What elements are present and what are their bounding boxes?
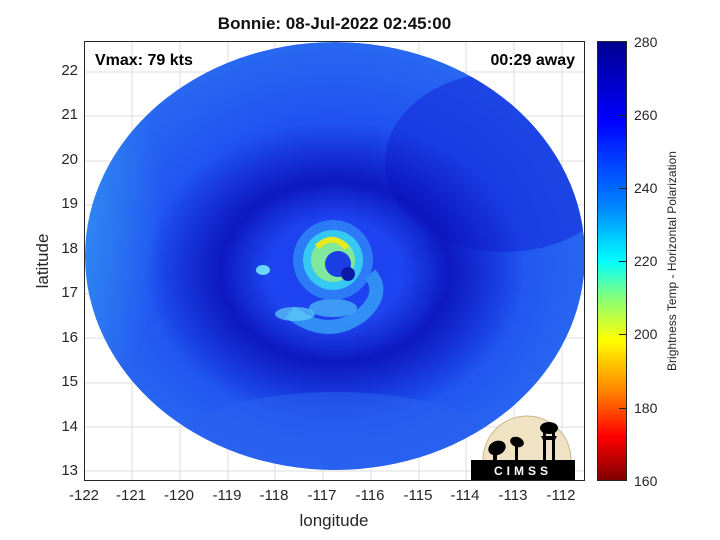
y-tick-label: 13	[61, 462, 78, 479]
colorbar-label: Brightness Temp - Horizontal Polarizatio…	[665, 151, 679, 371]
colorbar-tick-label: 160	[634, 473, 658, 489]
y-tick-label: 21	[61, 106, 78, 123]
colorbar-tick-mark	[619, 408, 627, 409]
time-away-label: 00:29 away	[490, 52, 575, 69]
colorbar-tick-mark	[619, 188, 627, 189]
colorbar-tick-label: 240	[634, 180, 658, 196]
colorbar-tick-mark	[619, 115, 627, 116]
cimss-logo-icon: CIMSS	[471, 415, 575, 505]
colorbar-tick-label: 180	[634, 400, 658, 416]
x-tick-label: -121	[115, 487, 147, 504]
x-axis-label: longitude	[299, 511, 369, 530]
y-tick-label: 17	[61, 284, 78, 301]
x-tick-label: -120	[163, 487, 195, 504]
colorbar-tick-label: 280	[634, 34, 658, 50]
x-tick-label: -116	[355, 487, 385, 504]
satellite-image-plot[interactable]	[84, 41, 585, 481]
y-tick-label: 16	[61, 329, 78, 346]
y-tick-label: 18	[61, 240, 78, 257]
x-tick-label: -115	[403, 487, 433, 504]
microwave-swath	[85, 42, 584, 470]
svg-text:CIMSS: CIMSS	[494, 464, 552, 478]
map-title: Bonnie: 08-Jul-2022 02:45:00	[217, 14, 452, 33]
y-tick-label: 14	[61, 418, 78, 435]
x-tick-label: -113	[498, 487, 528, 504]
colorbar-tick-mark	[619, 261, 627, 262]
brightness-temp-image	[85, 42, 584, 480]
colorbar-tick-label: 200	[634, 326, 658, 342]
x-tick-label: -114	[450, 487, 480, 504]
y-tick-label: 15	[61, 373, 78, 390]
colorbar-tick-mark	[619, 334, 627, 335]
x-tick-label: -119	[212, 487, 242, 504]
y-tick-label: 22	[61, 62, 78, 79]
x-tick-label: -117	[307, 487, 337, 504]
colorbar-tick-label: 220	[634, 253, 658, 269]
y-tick-label: 19	[61, 195, 78, 212]
y-axis-label: latitude	[33, 233, 52, 289]
y-tick-label: 20	[61, 151, 78, 168]
x-tick-label: -122	[68, 487, 100, 504]
x-tick-label: -118	[259, 487, 289, 504]
hurricane-eye	[293, 220, 373, 300]
x-tick-label: -112	[546, 487, 576, 504]
cimss-logo: CIMSS	[471, 414, 575, 505]
vmax-label: Vmax: 79 kts	[95, 52, 193, 69]
colorbar-tick-label: 260	[634, 107, 658, 123]
